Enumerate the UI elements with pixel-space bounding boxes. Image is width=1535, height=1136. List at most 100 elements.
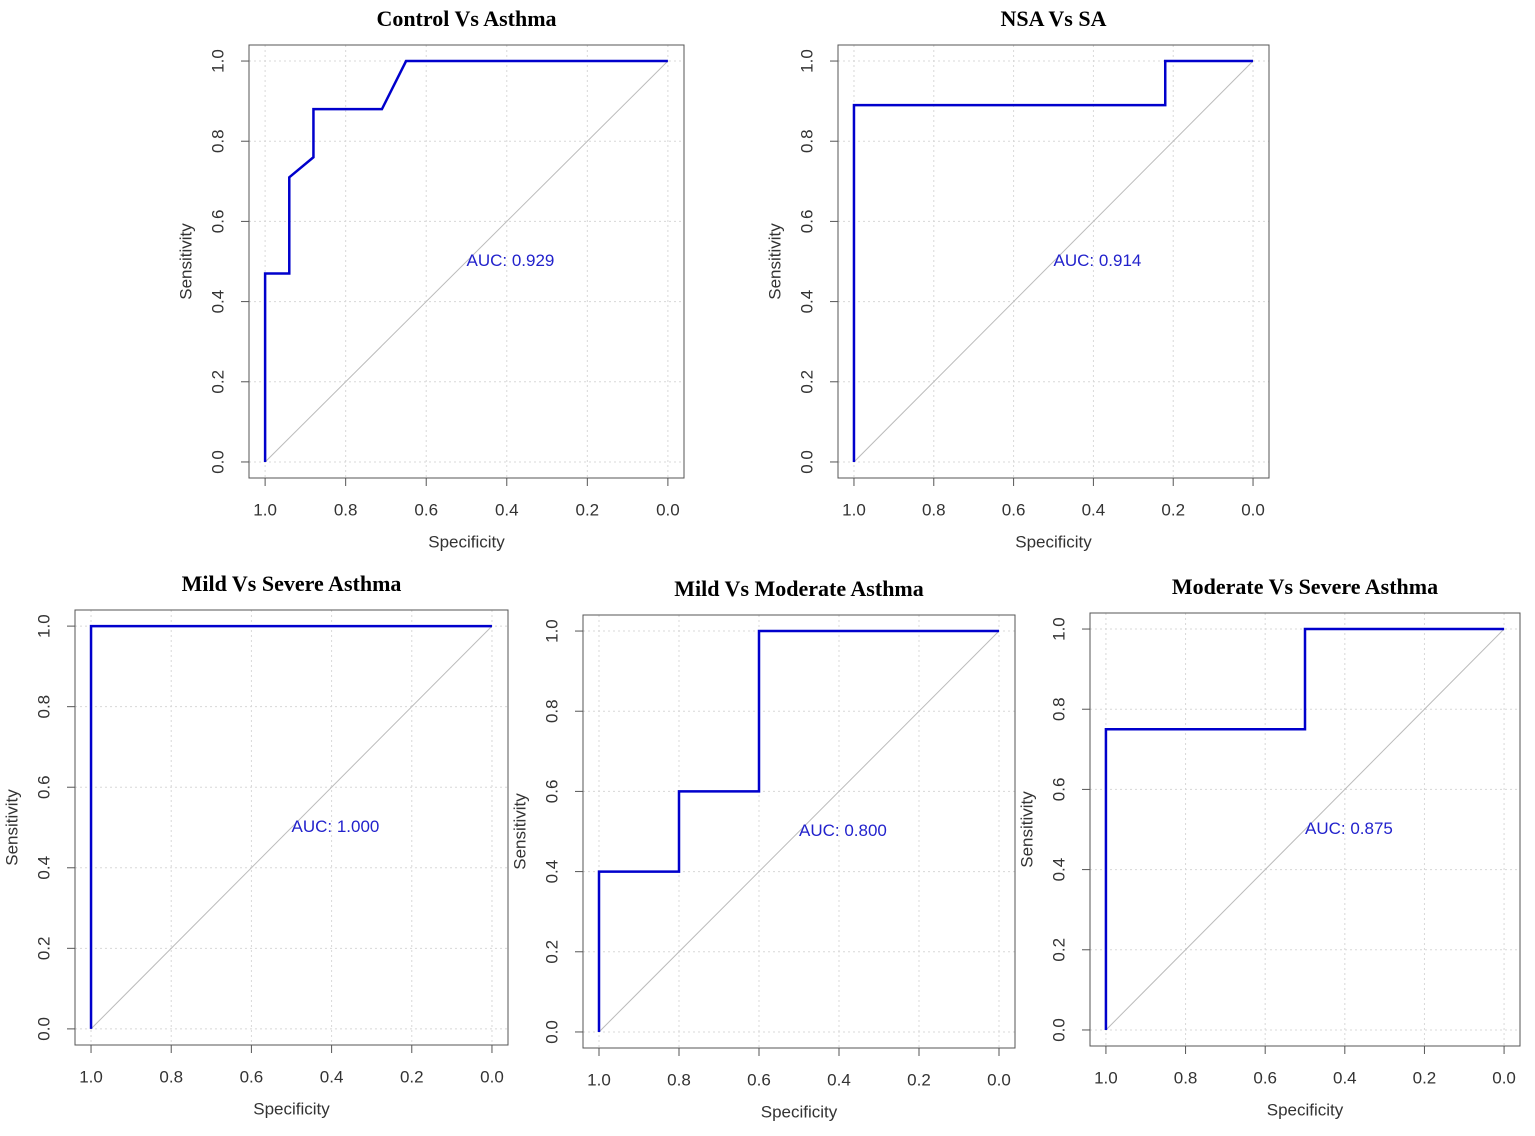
y-tick-label: 0.6 <box>1049 778 1068 802</box>
y-tick-label: 0.0 <box>1049 1018 1068 1042</box>
y-tick-label: 0.0 <box>797 450 816 474</box>
x-tick-label: 0.6 <box>747 1070 771 1089</box>
x-tick-label: 0.6 <box>1253 1068 1277 1087</box>
auc-annotation: AUC: 0.875 <box>1305 819 1393 838</box>
auc-annotation: AUC: 0.914 <box>1054 251 1142 270</box>
x-tick-label: 1.0 <box>587 1070 611 1089</box>
y-tick-label: 1.0 <box>208 49 227 73</box>
chart-title: Mild Vs Severe Asthma <box>182 571 402 596</box>
x-tick-label: 0.0 <box>987 1070 1011 1089</box>
x-tick-label: 0.0 <box>1241 500 1265 519</box>
y-tick-label: 0.4 <box>208 290 227 314</box>
x-axis-title: Specificity <box>761 1102 838 1121</box>
y-tick-label: 0.4 <box>1049 858 1068 882</box>
y-tick-label: 0.2 <box>1049 938 1068 962</box>
chart-title: Control Vs Asthma <box>376 6 556 31</box>
roc-panel: NSA Vs SA 1.0 0.8 0.6 0.4 0.2 0.0 0.0 0.2 0.4 0.6 0… <box>765 6 1270 551</box>
roc-panel: Moderate Vs Severe Asthma 1.0 0.8 0.6 0.4 0.2… <box>1017 574 1521 1119</box>
x-tick-label: 0.0 <box>656 500 680 519</box>
roc-panel: Mild Vs Moderate Asthma 1.0 0.8 0.6 0.4 0.2 0.… <box>510 576 1016 1121</box>
x-tick-label: 1.0 <box>253 500 277 519</box>
x-tick-label: 0.4 <box>495 500 519 519</box>
y-tick-label: 0.2 <box>34 937 53 961</box>
y-tick-label: 0.6 <box>208 210 227 234</box>
x-tick-label: 0.6 <box>414 500 438 519</box>
y-axis-title: Sensitivity <box>2 789 21 866</box>
roc-panel: Mild Vs Severe Asthma 1.0 0.8 0.6 0.4 0.2 0.0 0… <box>2 571 509 1118</box>
y-tick-label: 0.6 <box>797 210 816 234</box>
y-tick-label: 0.0 <box>34 1017 53 1041</box>
y-axis-title: Sensitivity <box>176 223 195 300</box>
reference-diagonal <box>598 630 1000 1033</box>
reference-diagonal <box>264 60 669 463</box>
x-tick-label: 0.2 <box>1161 500 1185 519</box>
x-tick-label: 0.6 <box>240 1067 264 1086</box>
x-tick-label: 0.4 <box>827 1070 851 1089</box>
x-tick-label: 0.2 <box>576 500 600 519</box>
x-tick-label: 0.0 <box>480 1067 504 1086</box>
y-tick-label: 1.0 <box>797 49 816 73</box>
chart-title: Mild Vs Moderate Asthma <box>674 576 924 601</box>
chart-title: NSA Vs SA <box>1001 6 1107 31</box>
x-tick-label: 0.8 <box>667 1070 691 1089</box>
y-tick-label: 1.0 <box>34 614 53 638</box>
reference-diagonal <box>853 60 1254 463</box>
y-tick-label: 0.8 <box>797 129 816 153</box>
roc-curve <box>597 629 999 1032</box>
x-axis-title: Specificity <box>1015 532 1092 551</box>
chart-title: Moderate Vs Severe Asthma <box>1172 574 1438 599</box>
auc-annotation: AUC: 0.929 <box>467 251 555 270</box>
y-axis-title: Sensitivity <box>1017 791 1036 868</box>
y-tick-label: 0.6 <box>34 775 53 799</box>
plot-frame <box>582 614 1016 1049</box>
roc-panel: Control Vs Asthma 1.0 0.8 0.6 0.4 0.2 0.0 0.0 0.… <box>176 6 685 551</box>
y-tick-label: 0.4 <box>542 860 561 884</box>
y-tick-label: 0.8 <box>208 129 227 153</box>
roc-curve <box>852 59 1254 462</box>
y-tick-label: 0.2 <box>542 940 561 964</box>
roc-curve <box>89 624 492 1029</box>
roc-curve <box>1104 627 1505 1030</box>
y-tick-label: 0.8 <box>34 695 53 719</box>
x-tick-label: 0.8 <box>159 1067 183 1086</box>
x-tick-label: 1.0 <box>842 500 866 519</box>
x-tick-label: 1.0 <box>79 1067 103 1086</box>
x-axis-title: Specificity <box>428 532 505 551</box>
x-tick-label: 0.2 <box>907 1070 931 1089</box>
x-axis-title: Specificity <box>1267 1100 1344 1119</box>
x-tick-label: 1.0 <box>1094 1068 1118 1087</box>
y-tick-label: 0.0 <box>542 1020 561 1044</box>
y-tick-label: 0.4 <box>797 290 816 314</box>
x-tick-label: 0.4 <box>1082 500 1106 519</box>
x-tick-label: 0.4 <box>320 1067 344 1086</box>
x-tick-label: 0.8 <box>1174 1068 1198 1087</box>
y-tick-label: 1.0 <box>1049 617 1068 641</box>
y-tick-label: 0.2 <box>797 370 816 394</box>
y-tick-label: 0.8 <box>1049 697 1068 721</box>
y-axis-title: Sensitivity <box>765 223 784 300</box>
plot-frame <box>837 44 1270 479</box>
plot-frame <box>248 44 685 479</box>
x-tick-label: 0.8 <box>334 500 358 519</box>
y-tick-label: 0.6 <box>542 780 561 804</box>
y-tick-label: 1.0 <box>542 619 561 643</box>
y-tick-label: 0.0 <box>208 450 227 474</box>
x-tick-label: 0.4 <box>1333 1068 1357 1087</box>
plot-frame <box>74 609 509 1046</box>
roc-curve <box>263 59 668 462</box>
y-tick-label: 0.4 <box>34 856 53 880</box>
x-axis-title: Specificity <box>253 1099 330 1118</box>
x-tick-label: 0.0 <box>1492 1068 1516 1087</box>
y-tick-label: 0.2 <box>208 370 227 394</box>
auc-annotation: AUC: 1.000 <box>292 817 380 836</box>
x-tick-label: 0.8 <box>922 500 946 519</box>
y-tick-label: 0.8 <box>542 699 561 723</box>
auc-annotation: AUC: 0.800 <box>799 821 887 840</box>
plot-frame <box>1089 612 1521 1047</box>
y-axis-title: Sensitivity <box>510 793 529 870</box>
x-tick-label: 0.6 <box>1002 500 1026 519</box>
x-tick-label: 0.2 <box>400 1067 424 1086</box>
reference-diagonal <box>1105 628 1505 1031</box>
reference-diagonal <box>90 625 493 1030</box>
